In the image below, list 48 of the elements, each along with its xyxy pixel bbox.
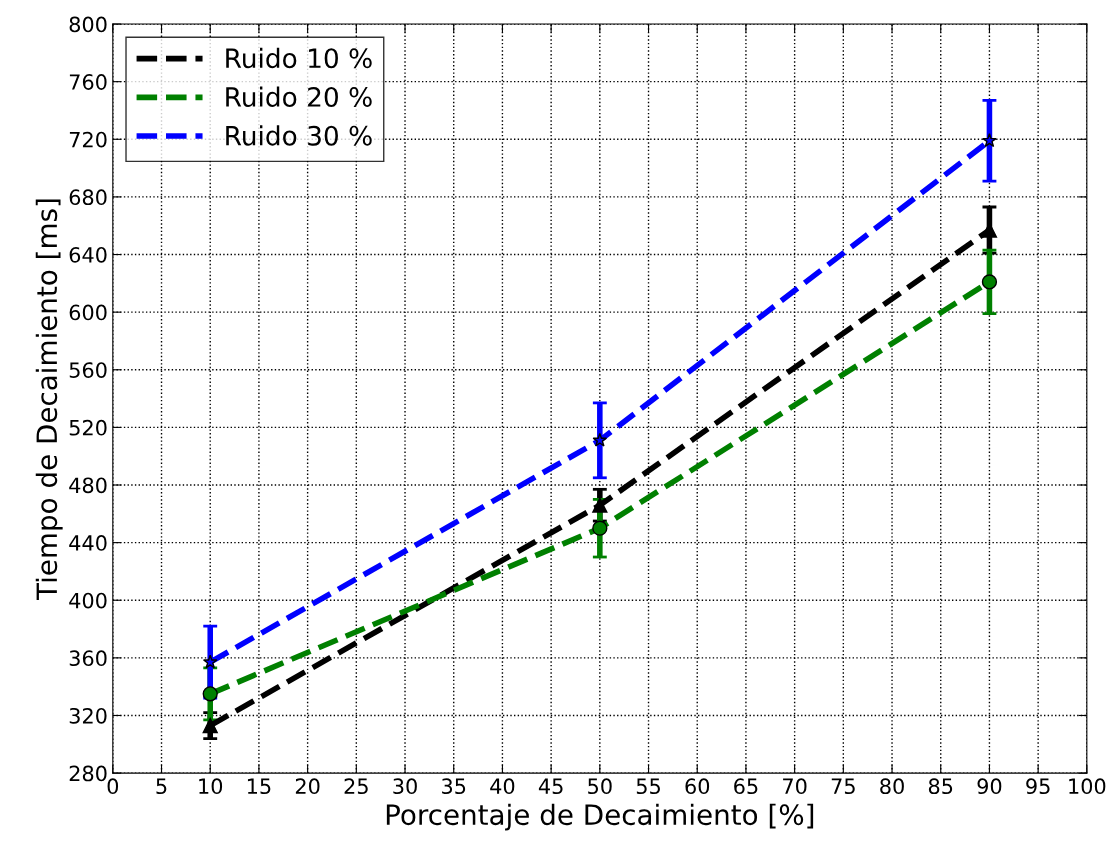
x-axis-title: Porcentaje de Decaimiento [%] <box>386 803 814 831</box>
x-tick-label: 0 <box>107 778 119 795</box>
point <box>592 497 608 513</box>
point <box>592 520 608 536</box>
x-tick-label: 65 <box>734 778 758 795</box>
x-tick-label: 5 <box>156 778 167 795</box>
point <box>202 654 218 669</box>
y-tick-label: 640 <box>69 246 107 263</box>
x-tick-label: 15 <box>247 778 271 795</box>
y-tick-label: 320 <box>69 707 107 724</box>
y-tick-label: 720 <box>69 131 107 148</box>
y-tick-label: 280 <box>69 765 107 782</box>
point <box>592 432 608 447</box>
x-tick-label: 30 <box>393 778 417 795</box>
y-tick-label: 600 <box>69 304 107 321</box>
y-tick-label: 360 <box>69 650 107 667</box>
y-tick-label: 560 <box>69 362 107 378</box>
y-tick-label: 520 <box>69 419 107 436</box>
point <box>202 686 218 702</box>
y-tick-label: 760 <box>69 74 107 90</box>
y-tick-label: 480 <box>69 477 107 494</box>
x-tick-label: 55 <box>636 778 660 795</box>
x-tick-label: 75 <box>831 778 855 795</box>
x-tick-label: 90 <box>977 778 1002 795</box>
x-tick-label: 70 <box>783 778 807 795</box>
x-tick-label: 20 <box>295 778 320 795</box>
point <box>981 274 998 290</box>
x-tick-label: 100 <box>1069 778 1106 795</box>
x-tick-label: 95 <box>1026 778 1050 795</box>
point <box>982 133 997 148</box>
x-tick-label: 25 <box>344 778 368 795</box>
point <box>202 717 218 734</box>
legend-label: Ruido 20 % <box>226 86 372 107</box>
y-axis-title: Tiempo de Decaimiento [ms] <box>35 199 63 601</box>
legend-label: Ruido 10 % <box>226 47 372 69</box>
legend-label: Ruido 30 % <box>226 125 372 146</box>
y-tick-label: 440 <box>69 535 107 551</box>
x-tick-label: 60 <box>685 778 710 795</box>
x-tick-label: 80 <box>880 778 904 795</box>
y-tick-label: 680 <box>69 189 107 206</box>
y-tick-label: 800 <box>69 16 107 33</box>
x-tick-label: 85 <box>928 778 953 795</box>
x-tick-label: 35 <box>442 778 466 795</box>
x-tick-label: 40 <box>490 778 515 795</box>
x-tick-label: 45 <box>538 778 563 795</box>
x-tick-label: 50 <box>588 778 612 795</box>
x-tick-label: 10 <box>199 778 223 795</box>
y-tick-label: 400 <box>69 592 107 609</box>
